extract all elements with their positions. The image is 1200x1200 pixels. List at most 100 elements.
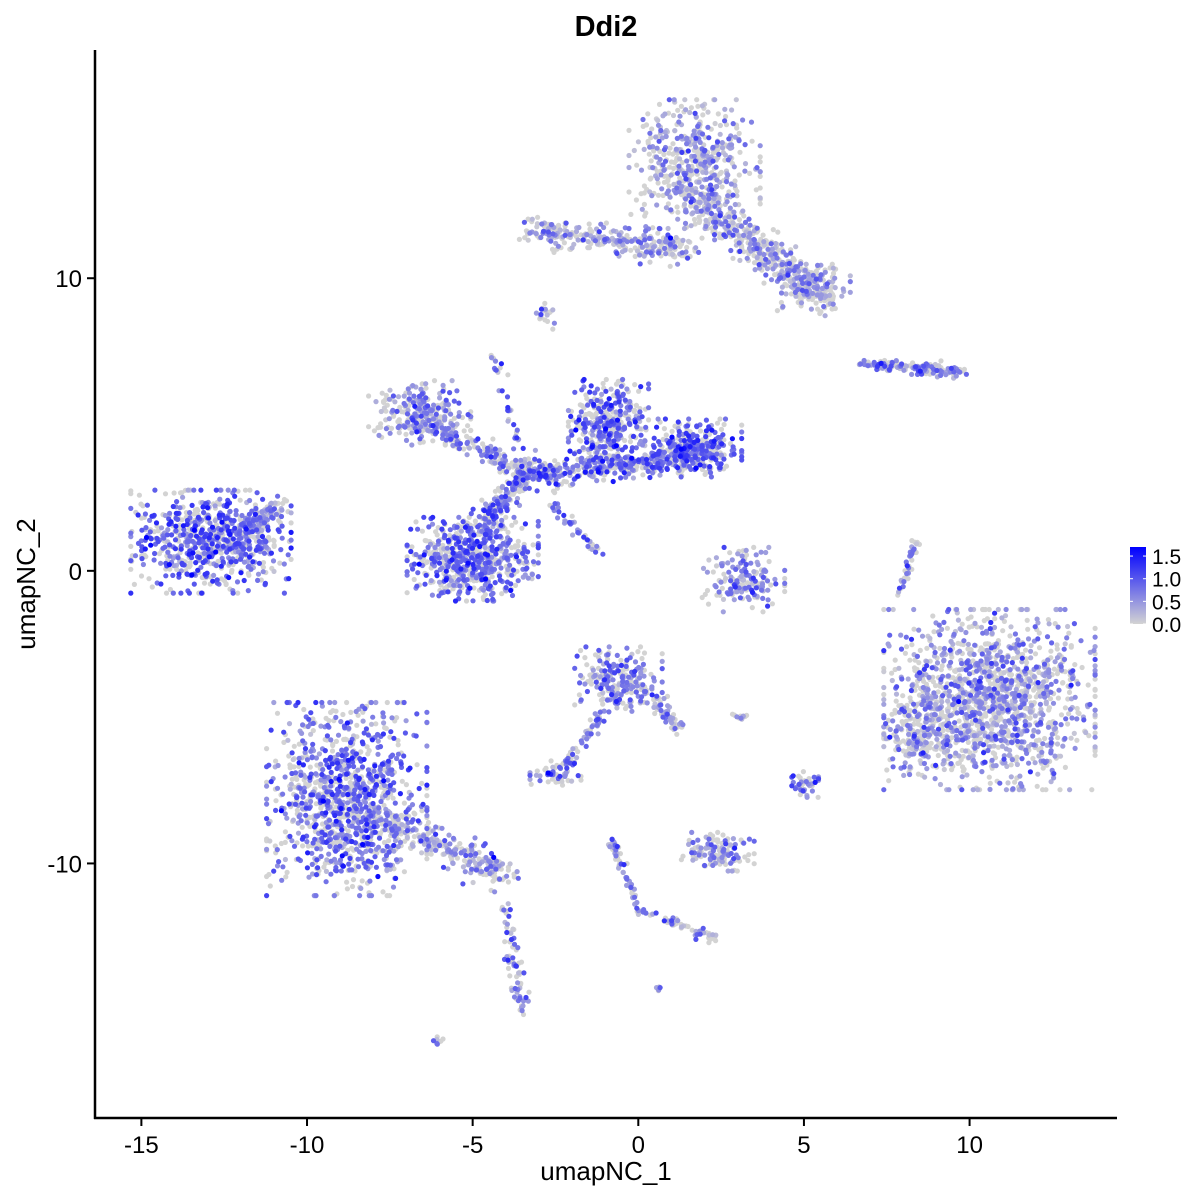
cell-point <box>569 513 575 519</box>
cell-point <box>434 532 440 538</box>
cell-point <box>396 417 402 423</box>
cell-point <box>1092 663 1098 669</box>
cell-point <box>185 487 191 493</box>
cell-point <box>892 710 898 716</box>
cell-point <box>458 528 464 534</box>
cell-point <box>177 490 184 496</box>
cell-point <box>916 660 922 666</box>
cell-point <box>703 217 709 223</box>
cell-point <box>1046 621 1052 627</box>
cell-point <box>721 421 727 428</box>
cell-point <box>905 676 911 682</box>
cell-point <box>674 204 680 210</box>
cell-point <box>397 404 403 410</box>
cell-point <box>661 151 667 158</box>
cell-point <box>1062 641 1068 647</box>
cell-point <box>720 609 726 615</box>
cell-point <box>730 255 736 261</box>
cell-point <box>305 843 311 849</box>
cell-point <box>505 901 511 907</box>
cell-point <box>881 731 887 737</box>
cell-point <box>991 743 997 749</box>
cell-point <box>572 702 578 708</box>
cell-point <box>422 537 428 544</box>
cell-point <box>832 285 838 291</box>
cell-point <box>881 697 887 703</box>
cell-point <box>285 737 291 743</box>
cell-point <box>983 710 989 717</box>
cell-point <box>386 838 392 844</box>
cell-point <box>1076 710 1082 717</box>
cell-point <box>450 860 456 867</box>
cell-point <box>681 201 688 207</box>
cell-point <box>585 239 591 245</box>
cell-point <box>354 722 360 728</box>
cell-point <box>730 220 736 226</box>
cell-point <box>956 718 962 724</box>
cell-point <box>740 208 746 214</box>
cell-point <box>688 105 695 111</box>
cell-point <box>955 640 961 646</box>
cell-point <box>483 501 489 507</box>
cell-point <box>688 203 694 209</box>
cell-point <box>419 808 425 814</box>
cell-point <box>544 312 550 318</box>
cell-point <box>1067 787 1073 793</box>
cell-point <box>955 617 962 623</box>
cell-point <box>128 543 134 550</box>
cell-point <box>403 431 409 437</box>
cell-point <box>1085 682 1091 688</box>
cell-point <box>757 159 763 165</box>
cell-point <box>994 722 1000 728</box>
cell-point <box>1052 621 1058 627</box>
cell-point <box>663 432 669 438</box>
cell-point <box>344 699 350 706</box>
cell-point <box>965 739 971 746</box>
cell-point <box>218 550 224 556</box>
cell-point <box>136 492 142 498</box>
cell-point <box>715 839 721 845</box>
cell-point <box>414 762 420 768</box>
cell-point <box>757 185 763 191</box>
cell-point <box>628 211 634 217</box>
cell-point <box>1066 711 1072 717</box>
cell-point <box>736 233 742 239</box>
cell-point <box>626 127 632 133</box>
cell-point <box>622 247 628 253</box>
cell-point <box>723 122 730 128</box>
cell-point <box>847 289 853 295</box>
cell-point <box>729 107 735 113</box>
cell-point <box>517 488 523 495</box>
cell-point <box>503 514 509 520</box>
cell-point <box>746 245 753 251</box>
cell-point <box>717 416 723 422</box>
cell-point <box>424 793 430 799</box>
cell-point <box>741 213 747 219</box>
cell-point <box>440 1036 446 1042</box>
cell-point <box>654 176 660 182</box>
cell-point <box>390 413 397 419</box>
cell-point <box>959 621 965 627</box>
cell-point <box>639 206 645 212</box>
cell-point <box>635 139 642 145</box>
cell-point <box>751 861 757 867</box>
cell-point <box>725 560 731 566</box>
cell-point <box>889 677 895 684</box>
cell-point <box>653 134 659 140</box>
cell-point <box>282 856 288 863</box>
cell-point <box>703 170 709 176</box>
cell-point <box>924 766 930 772</box>
cell-point <box>962 676 968 682</box>
cell-point <box>881 606 887 613</box>
cell-point <box>464 452 470 458</box>
cell-point <box>637 644 644 650</box>
cell-point <box>648 135 654 141</box>
cell-point <box>186 564 192 570</box>
cell-point <box>729 868 735 874</box>
cell-point <box>751 260 758 266</box>
cell-point <box>700 565 707 572</box>
cell-point <box>332 840 338 846</box>
cell-point <box>268 500 274 506</box>
cell-point <box>499 591 505 597</box>
cell-point <box>448 578 454 584</box>
